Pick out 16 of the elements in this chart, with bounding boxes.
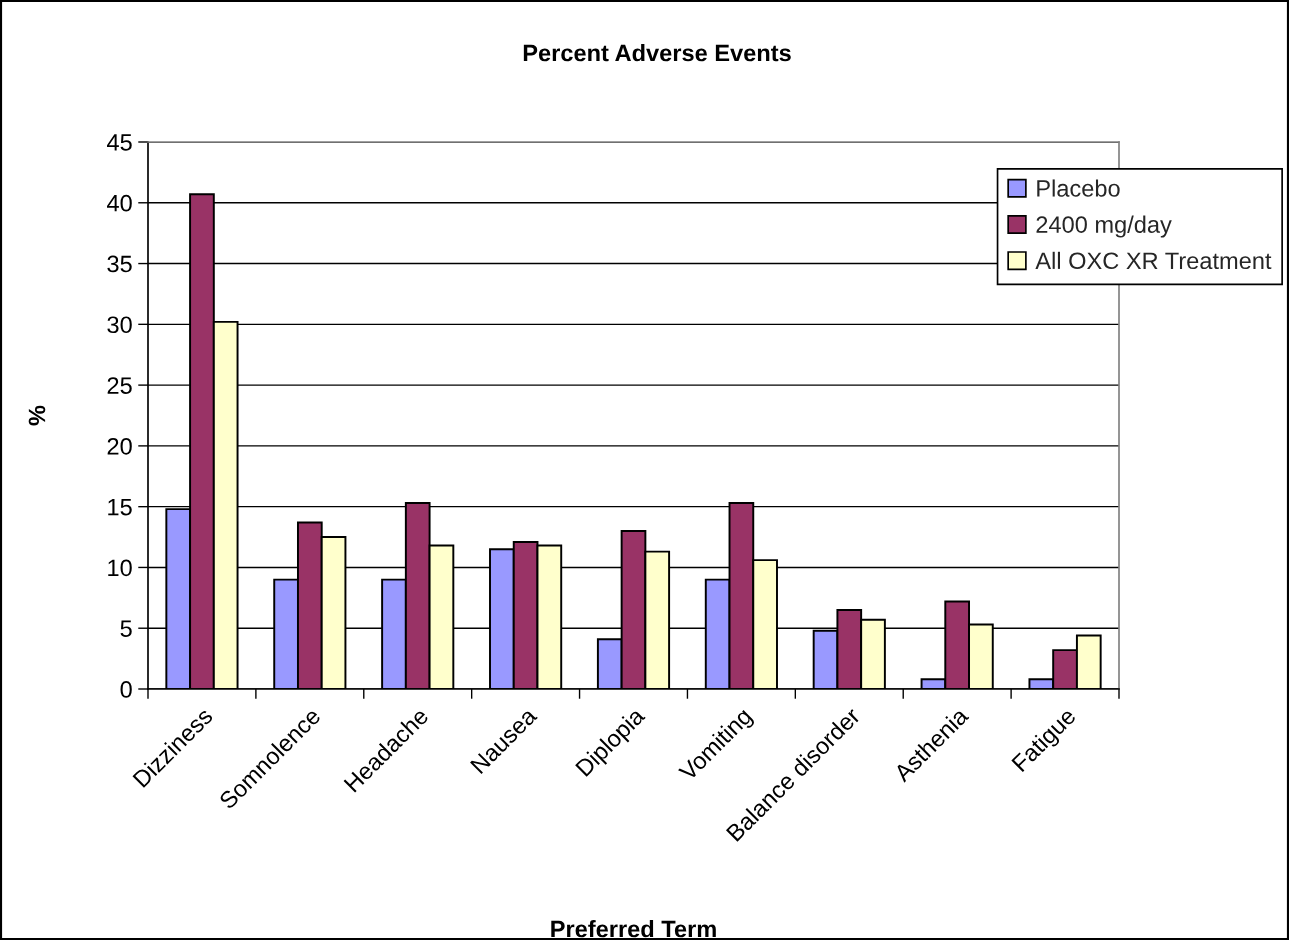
- y-tick-label: 10: [108, 559, 132, 577]
- y-tick-label: 35: [107, 255, 132, 273]
- legend-label: 2400 mg/day: [1036, 215, 1172, 238]
- y-tick-label: 40: [107, 194, 132, 212]
- y-tick-label: 5: [120, 620, 132, 638]
- legend-label: All OXC XR Treatment: [1035, 251, 1272, 270]
- y-tick-label: 15: [108, 498, 132, 516]
- x-axis-title: Preferred Term: [551, 920, 716, 938]
- chart-title: Percent Adverse Events: [523, 44, 791, 62]
- y-tick-label: 25: [107, 377, 132, 394]
- y-tick-label: 45: [107, 134, 132, 151]
- y-tick-label: 30: [107, 316, 132, 334]
- y-axis-title: %: [28, 405, 46, 426]
- legend-label: Placebo: [1037, 179, 1120, 197]
- y-tick-label: 0: [120, 681, 132, 698]
- y-tick-label: 20: [107, 437, 132, 455]
